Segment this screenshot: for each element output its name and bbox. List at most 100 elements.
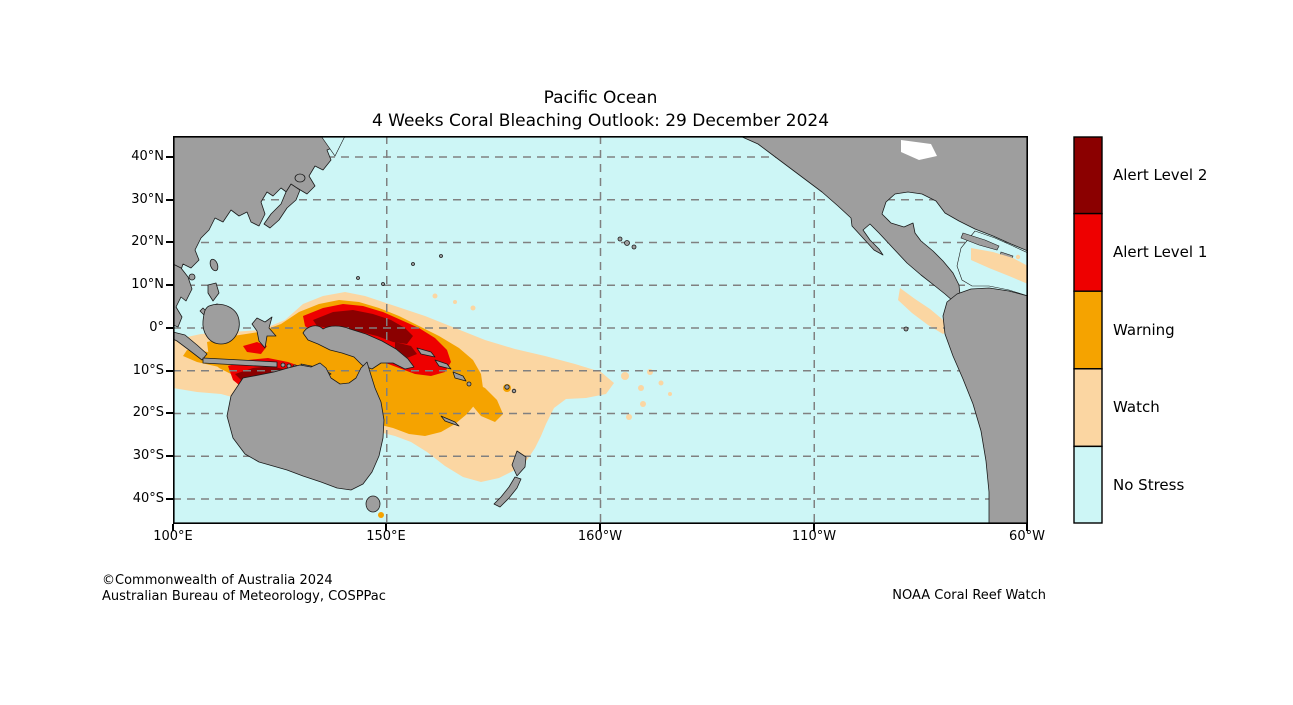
watch-speck [432, 293, 438, 299]
watch-speck [668, 392, 672, 396]
legend-colorbar [1073, 136, 1103, 524]
bureau-line: Australian Bureau of Meteorology, COSPPa… [102, 588, 386, 604]
lat-tick-30n [166, 199, 173, 201]
landmass-new-caledonia [440, 415, 460, 427]
lat-tick-0 [166, 327, 173, 329]
lat-label-10s: 10°S [132, 363, 164, 378]
lon-tick-60w [1026, 524, 1028, 531]
legend-label-watch: Watch [1113, 398, 1160, 416]
landmass-new-guinea [302, 325, 415, 370]
alert2-solomon-bit [395, 342, 417, 358]
lon-label-110w: 110°W [791, 529, 837, 544]
pacific-outlook-map [172, 135, 1029, 525]
copyright-line: ©Commonwealth of Australia 2024 [102, 573, 333, 588]
lon-tick-110w [813, 524, 815, 531]
landmass-bali [280, 362, 286, 368]
legend-label-warning: Warning [1113, 321, 1175, 339]
lon-tick-160w [599, 524, 601, 531]
landmass-solomons [452, 371, 467, 382]
legend-swatch-alert-level-2 [1073, 136, 1103, 215]
landmass-cuba [960, 232, 1000, 251]
landmass-fiji [504, 384, 510, 390]
noaa-credit: NOAA Coral Reef Watch [892, 588, 1046, 603]
lat-label-40n: 40°N [131, 149, 164, 164]
warning-tasmania-speck [378, 512, 384, 518]
legend-swatch-watch [1073, 368, 1103, 448]
legend-label-no-stress: No Stress [1113, 476, 1185, 494]
landmass-luzon [207, 282, 220, 302]
landmass-nz-north [511, 450, 527, 477]
landmass-solomons [466, 381, 472, 387]
landmass-hokkaido [294, 173, 306, 183]
title-line-2: 4 Weeks Coral Bleaching Outlook: 29 Dece… [371, 110, 830, 131]
legend-swatch-warning [1073, 290, 1103, 370]
title-line-1: Pacific Ocean [543, 88, 658, 108]
watch-speck [621, 372, 629, 380]
landmass-fiji [511, 388, 517, 394]
lat-label-30s: 30°S [132, 448, 164, 463]
lat-label-20s: 20°S [132, 405, 164, 420]
landmass-galapagos [903, 326, 909, 332]
watch-speck [626, 414, 632, 420]
lon-tick-150e [385, 524, 387, 531]
landmasses [172, 135, 1029, 525]
lat-label-30n: 30°N [131, 192, 164, 207]
warning-vanuatu-blob [465, 380, 503, 422]
landmass-solomons [434, 359, 452, 370]
map-frame [172, 135, 1029, 525]
landmass-marshalls [439, 254, 443, 258]
watch-central-america-band [898, 288, 950, 334]
copyright-block: ©Commonwealth of Australia 2024 Australi… [102, 573, 386, 604]
lon-label-160w: 160°W [577, 529, 623, 544]
lat-tick-40s [166, 498, 173, 500]
lon-tick-100e [172, 524, 174, 531]
lat-label-10n: 10°N [131, 277, 164, 292]
legend-swatch-alert-level-1 [1073, 212, 1103, 292]
watch-caribbean-patches [971, 248, 1028, 284]
alert2-png-band [313, 310, 413, 344]
landmass-hawaii [624, 240, 630, 246]
figure-title: Pacific Ocean 4 Weeks Coral Bleaching Ou… [173, 87, 1028, 132]
watch-speck [470, 305, 476, 311]
landmass-nz-south [493, 476, 522, 508]
landmass-micronesia [381, 282, 385, 286]
watch-antilles-speck [1015, 254, 1021, 260]
lon-label-100e: 100°E [153, 529, 193, 544]
landmass-indochina [172, 263, 193, 328]
watch-speck [647, 369, 653, 375]
watch-speck [453, 300, 457, 304]
map-border [173, 136, 1029, 524]
watch-antilles-speck [1017, 274, 1023, 280]
landmass-borneo [202, 303, 240, 345]
watch-speck [658, 380, 664, 386]
landmass-tasmania [365, 495, 381, 513]
lon-label-150e: 150°E [366, 529, 406, 544]
landmass-sulawesi [251, 316, 277, 349]
landmass-hawaii [617, 236, 623, 242]
landmass-micronesia [356, 276, 360, 280]
lat-label-20n: 20°N [131, 234, 164, 249]
landmass-japan [263, 183, 301, 229]
alert1-timor-speck [243, 342, 267, 354]
watch-antilles-speck [1020, 264, 1026, 270]
landmass-south-america [942, 287, 1029, 525]
legend-label-alert-level-2: Alert Level 2 [1113, 166, 1208, 184]
lat-tick-10s [166, 370, 173, 372]
legend-colorbar-svg [1073, 136, 1103, 524]
lat-tick-10n [166, 284, 173, 286]
lat-tick-20s [166, 412, 173, 414]
legend-label-alert-level-1: Alert Level 1 [1113, 243, 1208, 261]
lon-label-60w: 60°W [1009, 529, 1045, 544]
landmass-australia [226, 361, 385, 491]
landmass-micronesia [411, 262, 415, 266]
legend-swatch-no-stress [1073, 445, 1103, 524]
watch-venezuela-band [971, 248, 1028, 284]
lat-label-40s: 40°S [132, 491, 164, 506]
landmass-hawaii [631, 244, 637, 250]
landmass-new-britain [416, 347, 436, 358]
lat-tick-40n [166, 156, 173, 158]
lat-label-0: 0° [149, 320, 164, 335]
watch-speck [638, 385, 644, 391]
watch-speck [640, 401, 646, 407]
lat-tick-20n [166, 241, 173, 243]
